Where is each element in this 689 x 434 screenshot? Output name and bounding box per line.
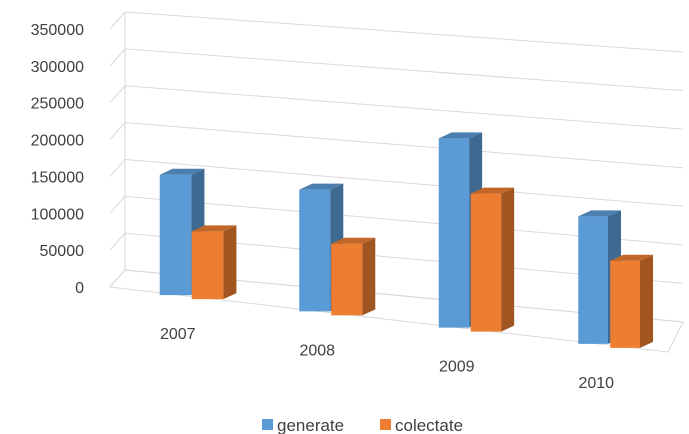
gridline (124, 122, 684, 169)
y-tick-label: 250000 (31, 96, 84, 113)
bar-top-face (438, 132, 483, 139)
legend: generate colectate (262, 416, 463, 434)
y-axis-ticks: 0 50000 100000 150000 200000 250000 3000… (31, 22, 84, 297)
bar-side-face (501, 187, 515, 332)
legend-label-colectate: colectate (395, 416, 463, 434)
bar-colectate-2007 (191, 225, 237, 300)
x-axis-ticks: 2007 2008 2009 2010 (160, 326, 614, 392)
gridline-side (109, 269, 126, 288)
y-tick-label: 0 (75, 280, 84, 297)
y-tick-label: 50000 (40, 243, 85, 260)
x-tick-label: 2010 (578, 375, 614, 392)
bar-top-face (299, 183, 344, 190)
bar-top-face (578, 210, 622, 217)
bar-colectate-2009 (470, 187, 515, 332)
bar-top-face (470, 187, 515, 194)
bar-colectate-2010 (610, 254, 654, 348)
gridline (124, 85, 684, 130)
bar-front-face (331, 243, 363, 316)
bar-side-face (362, 237, 376, 316)
y-tick-label: 300000 (31, 59, 84, 76)
legend-label-generate: generate (277, 416, 344, 434)
y-tick-label: 350000 (31, 22, 84, 39)
bar-side-face (640, 254, 654, 348)
gridline-side (109, 11, 126, 30)
bar-top-face (191, 225, 237, 232)
gridline-side (109, 48, 126, 67)
bar-front-face (159, 174, 192, 296)
bar-front-face (438, 138, 470, 328)
x-tick-label: 2007 (160, 326, 196, 343)
legend-swatch-generate (262, 419, 273, 430)
y-tick-label: 200000 (31, 133, 84, 150)
y-tick-label: 150000 (31, 169, 84, 186)
gridline (124, 158, 684, 207)
bar-front-face (191, 231, 224, 300)
gridline (124, 48, 684, 92)
bar-front-face (578, 216, 609, 344)
bar-front-face (470, 193, 502, 332)
bar-front-face (299, 189, 331, 312)
bar-colectate-2008 (331, 237, 376, 316)
gridline-side (109, 122, 126, 140)
bar-top-face (610, 254, 654, 261)
legend-swatch-colectate (380, 419, 391, 430)
gridline-side (109, 195, 126, 214)
x-tick-label: 2008 (299, 342, 335, 359)
bar-front-face (610, 260, 641, 348)
gridline-side (109, 85, 126, 104)
bar-side-face (223, 225, 237, 300)
gridline-side (109, 232, 126, 251)
gridline (124, 11, 684, 53)
bar-top-face (331, 237, 376, 244)
bar-top-face (159, 168, 205, 175)
gridline-side (109, 159, 126, 177)
bars (159, 132, 654, 348)
x-tick-label: 2009 (439, 359, 475, 376)
y-tick-label: 100000 (31, 206, 84, 223)
